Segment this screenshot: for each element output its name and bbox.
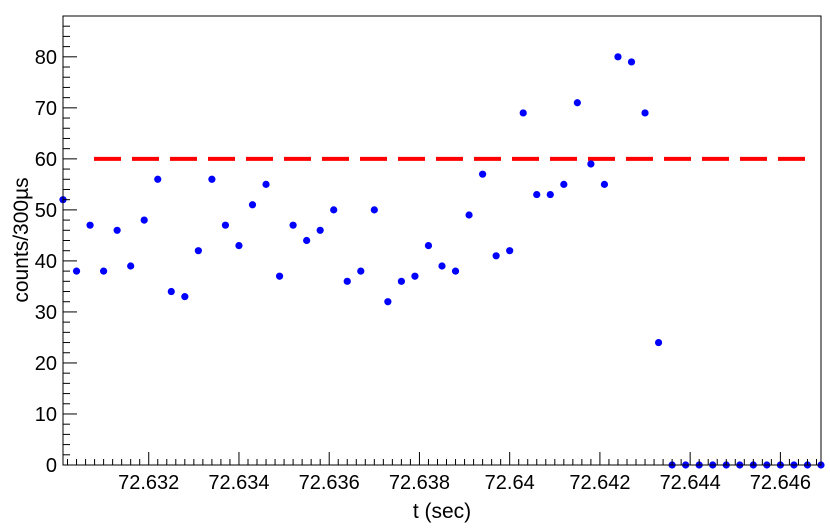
data-point bbox=[424, 242, 433, 250]
data-point bbox=[654, 338, 663, 347]
x-tick-label: 72.64 bbox=[485, 472, 535, 494]
data-point bbox=[492, 252, 500, 260]
x-tick-label: 72.642 bbox=[569, 472, 630, 494]
data-point bbox=[154, 175, 162, 183]
data-point bbox=[465, 211, 473, 219]
y-axis: 0 10 20 30 40 50 60 70 80 bbox=[35, 15, 77, 477]
data-point bbox=[411, 272, 419, 280]
x-axis: 72.632 72.634 72.636 72.638 72.64 72.642 72.64… bbox=[67, 452, 817, 494]
y-tick-label: 70 bbox=[35, 98, 57, 120]
y-tick-label: 40 bbox=[35, 251, 57, 273]
data-point bbox=[614, 53, 622, 61]
data-point bbox=[357, 267, 365, 275]
plot-frame bbox=[62, 15, 822, 466]
data-point bbox=[641, 109, 649, 117]
data-point bbox=[303, 236, 311, 245]
data-point bbox=[140, 216, 148, 224]
x-tick-label: 72.638 bbox=[389, 472, 450, 494]
data-point bbox=[533, 190, 541, 199]
y-axis-title: counts/300µs bbox=[10, 177, 33, 302]
data-point bbox=[343, 277, 351, 285]
y-tick-label: 30 bbox=[35, 302, 57, 324]
x-tick-label: 72.636 bbox=[299, 472, 360, 494]
data-point bbox=[397, 277, 405, 285]
data-point bbox=[330, 206, 338, 214]
y-tick-label: 10 bbox=[35, 404, 57, 426]
data-point bbox=[235, 242, 243, 250]
y-tick-label: 80 bbox=[35, 47, 57, 69]
data-point bbox=[262, 180, 270, 188]
y-tick-label: 50 bbox=[35, 200, 57, 222]
data-point bbox=[208, 175, 216, 183]
data-point bbox=[573, 99, 581, 107]
data-point bbox=[289, 221, 297, 229]
data-point bbox=[100, 267, 108, 275]
data-point bbox=[316, 226, 324, 234]
data-point bbox=[221, 221, 230, 229]
x-axis-title: t (sec) bbox=[413, 500, 471, 523]
data-point bbox=[479, 170, 487, 178]
data-point bbox=[560, 180, 568, 188]
x-tick-label: 72.634 bbox=[208, 472, 269, 494]
data-point bbox=[600, 180, 609, 188]
x-tick-label: 72.646 bbox=[750, 472, 811, 494]
data-point bbox=[86, 221, 94, 229]
data-point bbox=[167, 287, 175, 296]
data-point bbox=[181, 293, 189, 301]
data-point bbox=[384, 298, 392, 306]
data-point bbox=[248, 201, 257, 209]
data-point bbox=[587, 160, 595, 168]
y-tick-label: 60 bbox=[35, 149, 57, 171]
data-point bbox=[438, 262, 446, 270]
y-tick-label: 20 bbox=[35, 353, 57, 375]
data-point bbox=[370, 206, 378, 214]
x-tick-label: 72.632 bbox=[118, 472, 179, 494]
data-point bbox=[127, 262, 135, 270]
data-point bbox=[546, 190, 554, 199]
data-point bbox=[451, 267, 460, 275]
points-layer bbox=[59, 53, 825, 469]
data-point bbox=[275, 272, 284, 280]
data-point bbox=[72, 267, 81, 275]
x-tick-label: 72.644 bbox=[660, 472, 721, 494]
data-point bbox=[194, 247, 202, 255]
y-tick-label: 0 bbox=[46, 455, 57, 477]
data-point bbox=[506, 247, 514, 255]
data-point bbox=[519, 109, 527, 117]
data-point bbox=[113, 226, 121, 234]
data-point bbox=[627, 58, 636, 66]
